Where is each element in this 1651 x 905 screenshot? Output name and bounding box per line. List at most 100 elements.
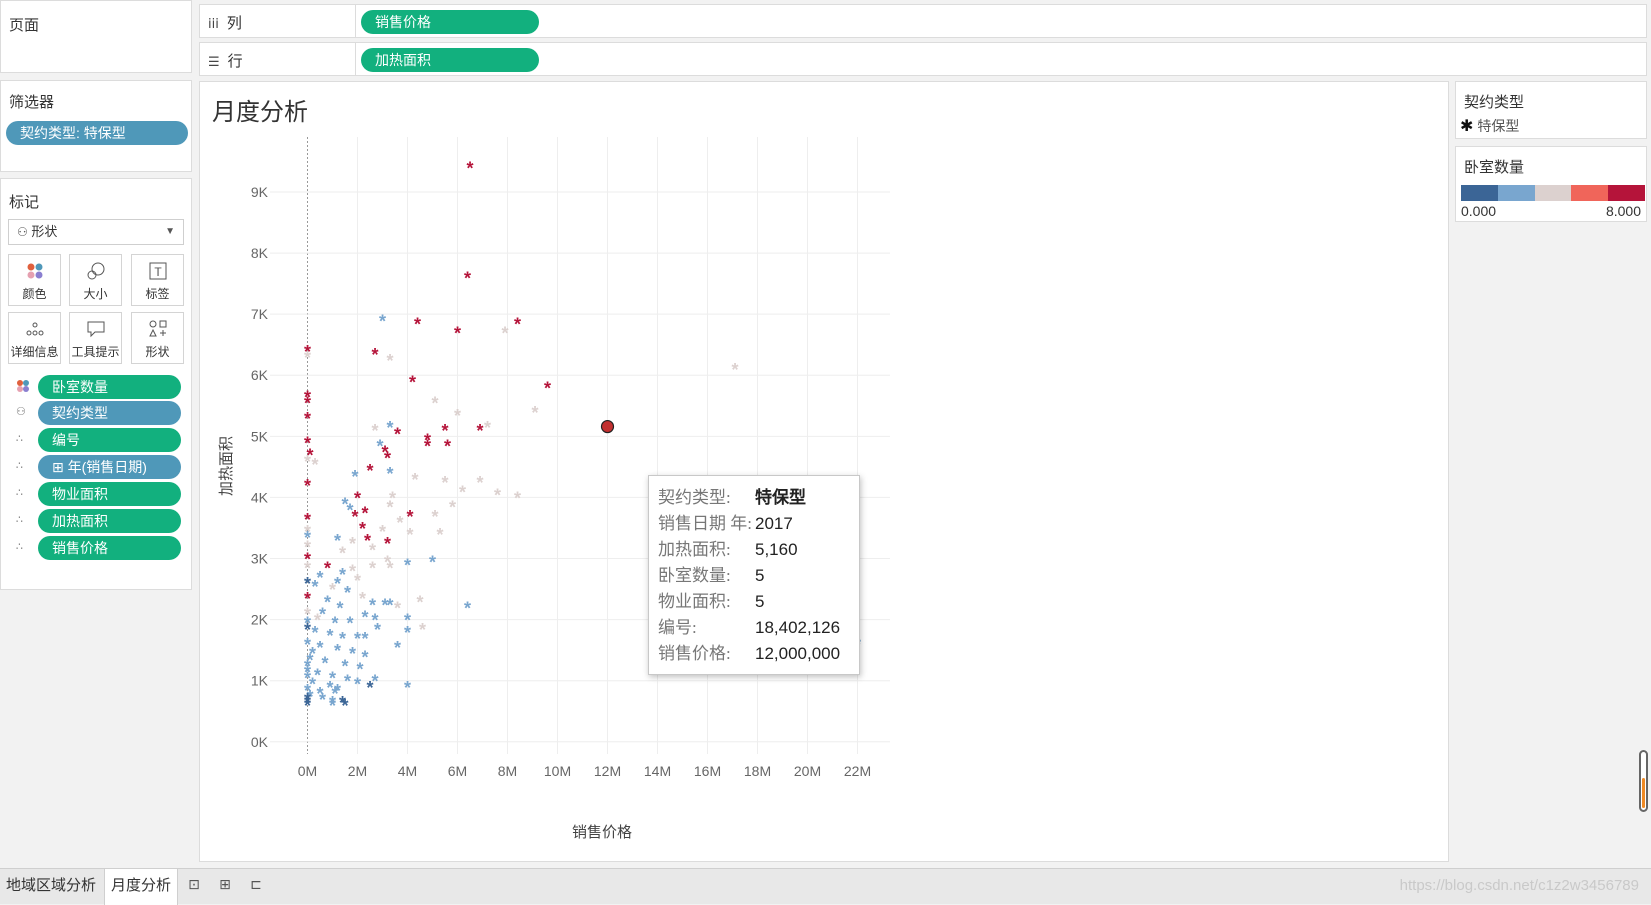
scatter-point[interactable]: * <box>361 608 368 628</box>
shape-legend[interactable]: 契约类型 ✱ 特保型 <box>1455 81 1647 139</box>
scatter-point[interactable]: * <box>329 696 336 716</box>
scatter-point[interactable]: * <box>406 507 413 527</box>
scatter-point[interactable]: * <box>334 531 341 551</box>
scroll-handle[interactable] <box>1639 750 1648 812</box>
scatter-point[interactable]: * <box>384 449 391 469</box>
scatter-point[interactable]: * <box>306 446 313 466</box>
scatter-point[interactable]: * <box>321 653 328 673</box>
new-story-icon[interactable]: ⊏ <box>250 877 262 893</box>
size-button[interactable]: 大小 <box>69 254 122 306</box>
scatter-point[interactable]: * <box>304 452 311 472</box>
scatter-point[interactable]: * <box>306 650 313 670</box>
scatter-point[interactable]: * <box>304 681 311 701</box>
color-legend[interactable]: 卧室数量 0.000 8.000 <box>1455 146 1647 222</box>
scatter-point[interactable]: * <box>311 623 318 643</box>
scatter-point[interactable]: * <box>316 568 323 588</box>
scatter-point[interactable]: * <box>324 592 331 612</box>
field-pill[interactable]: 销售价格 <box>38 536 181 560</box>
field-pill[interactable]: 卧室数量 <box>38 375 181 399</box>
scatter-point[interactable]: * <box>354 629 361 649</box>
scatter-point[interactable]: * <box>381 595 388 615</box>
scatter-point[interactable]: * <box>431 507 438 527</box>
scatter-point[interactable]: * <box>404 611 411 631</box>
scatter-point[interactable]: * <box>406 525 413 545</box>
scatter-point[interactable]: * <box>361 629 368 649</box>
scatter-point[interactable]: * <box>454 323 461 343</box>
scatter-point[interactable]: * <box>386 418 393 438</box>
scatter-point[interactable]: * <box>424 437 431 457</box>
scatter-point[interactable]: * <box>304 669 311 689</box>
scatter-point[interactable]: * <box>371 421 378 441</box>
scatter-point[interactable]: * <box>346 614 353 634</box>
field-pill[interactable]: ⊞ 年(销售日期) <box>38 455 181 479</box>
scatter-point[interactable]: * <box>449 498 456 518</box>
scatter-point[interactable]: * <box>349 534 356 554</box>
scatter-point[interactable]: * <box>304 388 311 408</box>
scatter-point[interactable]: * <box>334 641 341 661</box>
scatter-point[interactable]: * <box>339 543 346 563</box>
scatter-point[interactable]: * <box>544 378 551 398</box>
scatter-point[interactable]: * <box>476 473 483 493</box>
scatter-point[interactable]: * <box>309 644 316 664</box>
view-panel[interactable]: 月度分析 * * * * * * * * * * * * * * * * * * * * * * * * * * * * * * * * * * *… <box>199 81 1449 862</box>
scatter-point[interactable]: * <box>404 623 411 643</box>
scatter-point[interactable]: * <box>386 464 393 484</box>
marks-card[interactable]: 标记 ⚇ 形状 ▼ 颜色 大小 T 标签 详细信息 工具提示 <box>0 178 192 590</box>
scatter-point[interactable]: * <box>409 372 416 392</box>
tab-monthly-analysis[interactable]: 月度分析 <box>104 869 179 905</box>
scatter-point[interactable]: * <box>424 430 431 450</box>
scatter-point[interactable]: * <box>419 620 426 640</box>
scatter-chart[interactable]: 月度分析 *** * ** **** * ** *** * **** * * * * ** ********… <box>200 82 1450 863</box>
shape-legend-item[interactable]: ✱ 特保型 <box>1460 116 1642 136</box>
scatter-point[interactable]: * <box>371 345 378 365</box>
scatter-point[interactable]: * <box>384 553 391 573</box>
scatter-point[interactable]: * <box>376 437 383 457</box>
scatter-point[interactable]: * <box>484 418 491 438</box>
scatter-point[interactable]: * <box>331 614 338 634</box>
scatter-point[interactable]: * <box>349 562 356 582</box>
field-pill[interactable]: 加热面积 <box>38 509 181 533</box>
new-worksheet-icon[interactable]: ⊡ <box>188 877 200 893</box>
scatter-point[interactable]: * <box>304 696 311 716</box>
scatter-point[interactable]: * <box>304 348 311 368</box>
scatter-point[interactable]: * <box>429 553 436 573</box>
scatter-point[interactable]: * <box>386 559 393 579</box>
columns-pill-sale-price[interactable]: 销售价格 <box>361 10 539 34</box>
scatter-point[interactable]: * <box>334 574 341 594</box>
scatter-point[interactable]: * <box>329 669 336 689</box>
scatter-point[interactable]: * <box>501 323 508 343</box>
scatter-point[interactable]: * <box>334 681 341 701</box>
scatter-point[interactable]: * <box>304 510 311 530</box>
scatter-point[interactable]: * <box>514 314 521 334</box>
scatter-point[interactable]: * <box>371 611 378 631</box>
scatter-point[interactable]: * <box>316 638 323 658</box>
scatter-point[interactable]: * <box>346 501 353 521</box>
scatter-point[interactable]: * <box>359 519 366 539</box>
label-button[interactable]: T 标签 <box>131 254 184 306</box>
scatter-point[interactable]: * <box>476 421 483 441</box>
scatter-point[interactable]: * <box>514 488 521 508</box>
scatter-point[interactable]: * <box>324 559 331 579</box>
field-pill[interactable]: 物业面积 <box>38 482 181 506</box>
scatter-point[interactable]: * <box>329 693 336 713</box>
scatter-point[interactable]: * <box>319 604 326 624</box>
scatter-point[interactable]: * <box>304 693 311 713</box>
scatter-point[interactable]: * <box>314 666 321 686</box>
scatter-point[interactable]: * <box>366 678 373 698</box>
scatter-point[interactable]: * <box>304 663 311 683</box>
scatter-point[interactable]: * <box>466 159 473 179</box>
scatter-point[interactable]: * <box>464 598 471 618</box>
scatter-point[interactable]: * <box>361 504 368 524</box>
selected-point[interactable] <box>600 419 615 434</box>
scatter-point[interactable]: * <box>311 577 318 597</box>
color-button[interactable]: 颜色 <box>8 254 61 306</box>
scatter-point[interactable]: * <box>374 620 381 640</box>
scatter-point[interactable]: * <box>344 672 351 692</box>
scatter-point[interactable]: * <box>394 638 401 658</box>
scatter-point[interactable]: * <box>304 614 311 634</box>
scatter-point[interactable]: * <box>304 550 311 570</box>
scatter-point[interactable]: * <box>316 684 323 704</box>
scatter-point[interactable]: * <box>326 678 333 698</box>
scatter-point[interactable]: * <box>366 461 373 481</box>
scatter-point[interactable]: * <box>361 647 368 667</box>
